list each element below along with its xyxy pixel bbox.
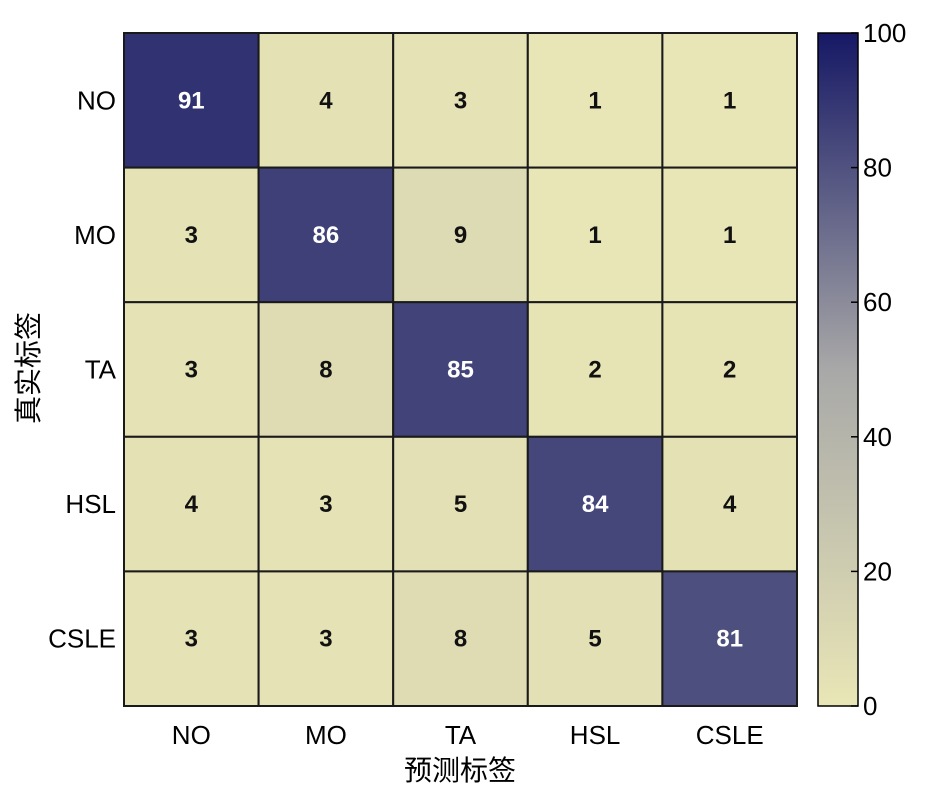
x-tick-label: CSLE — [696, 720, 764, 750]
cell-value-label: 3 — [185, 626, 198, 653]
y-tick-labels: NO MO TA HSL CSLE — [48, 85, 117, 653]
cell-value-label: 1 — [588, 222, 601, 249]
heatmap-cell — [257, 301, 395, 438]
heatmap-cell — [661, 435, 799, 573]
cell-value-label: 3 — [185, 357, 198, 384]
cell-value-label: 8 — [454, 626, 467, 653]
x-axis-title: 预测标签 — [404, 754, 516, 787]
colorbar-tick-label: 20 — [863, 556, 892, 586]
x-tick-label: HSL — [570, 720, 621, 750]
cell-value-label: 5 — [588, 626, 601, 653]
cell-value-label: 8 — [319, 357, 332, 384]
cell-value-label: 2 — [723, 357, 736, 384]
cell-value-label: 1 — [723, 87, 736, 114]
colorbar-tick-label: 100 — [863, 18, 906, 48]
colorbar-ticks: 0 20 40 60 80 100 — [851, 18, 906, 721]
heatmap-cell — [257, 570, 395, 708]
heatmap-cell — [257, 435, 395, 573]
cell-value-label: 4 — [723, 491, 737, 518]
cell-value-label: 81 — [716, 626, 743, 653]
heatmap-cell — [392, 435, 529, 573]
cell-value-label: 4 — [185, 491, 199, 518]
heatmap-cell — [392, 166, 529, 304]
colorbar — [817, 32, 859, 707]
heatmap-cell — [123, 435, 260, 573]
heatmap-cell — [392, 32, 529, 169]
cell-value-label: 86 — [313, 222, 340, 249]
heatmap-cell — [123, 32, 260, 169]
heatmap-cell — [526, 32, 664, 169]
y-tick-label: HSL — [65, 489, 116, 519]
heatmap-cell — [526, 435, 664, 573]
colorbar-tick-label: 60 — [863, 287, 892, 317]
cell-value-label: 3 — [185, 222, 198, 249]
colorbar-tick-label: 0 — [863, 691, 877, 721]
heatmap-cell — [123, 570, 260, 708]
cell-value-label: 85 — [447, 357, 474, 384]
x-tick-label: MO — [305, 720, 347, 750]
y-tick-label: MO — [74, 220, 116, 250]
cell-value-label: 4 — [319, 87, 333, 114]
x-tick-labels: NO MO TA HSL CSLE — [172, 720, 764, 750]
y-tick-label: TA — [85, 355, 117, 385]
heatmap-cell — [661, 301, 799, 438]
cell-value-label: 1 — [588, 87, 601, 114]
cell-value-label: 5 — [454, 491, 467, 518]
heatmap-cell — [661, 570, 799, 708]
heatmap-cell — [392, 570, 529, 708]
colorbar-tick-label: 80 — [863, 153, 892, 183]
cell-value-label: 2 — [588, 357, 601, 384]
x-tick-label: NO — [172, 720, 211, 750]
cell-value-label: 84 — [582, 491, 609, 518]
y-tick-label: CSLE — [48, 624, 116, 654]
cell-value-label: 9 — [454, 222, 467, 249]
cell-value-label: 3 — [319, 491, 332, 518]
cell-value-label: 3 — [319, 626, 332, 653]
heatmap-cell — [257, 32, 395, 169]
colorbar-tick-label: 40 — [863, 422, 892, 452]
y-axis-title: 真实标签 — [12, 312, 45, 424]
heatmap-cell — [123, 166, 260, 304]
x-tick-label: TA — [445, 720, 477, 750]
heatmap-cell — [661, 166, 799, 304]
y-tick-label: NO — [77, 85, 116, 115]
heatmap-cell — [526, 301, 664, 438]
cell-value-label: 1 — [723, 222, 736, 249]
cell-value-label: 3 — [454, 87, 467, 114]
cell-value-label: 91 — [178, 87, 205, 114]
matrix-cells: 91 4 3 1 13 86 9 1 13 8 85 2 24 3 5 84 43 3 8 5 81 — [123, 32, 799, 708]
